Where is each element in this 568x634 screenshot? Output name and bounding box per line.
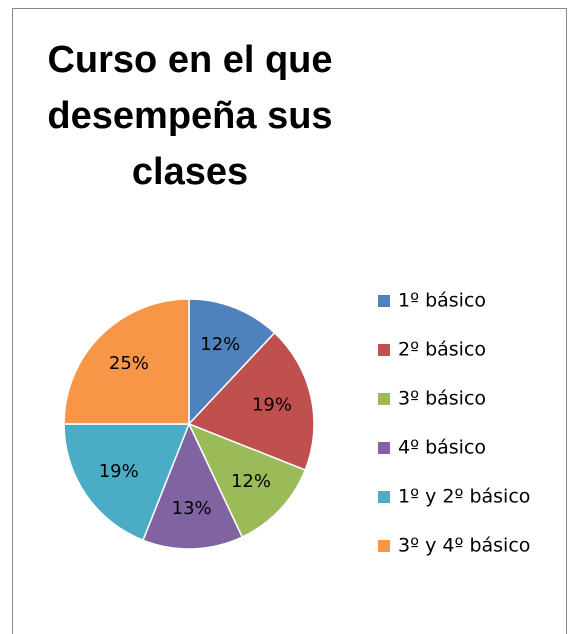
- legend-label: 4º básico: [398, 437, 486, 459]
- legend-swatch: [378, 344, 390, 356]
- data-label: 19%: [252, 394, 292, 415]
- legend-swatch: [378, 393, 390, 405]
- data-label: 19%: [99, 461, 139, 482]
- legend-swatch: [378, 540, 390, 552]
- pie-slice: [142, 422, 244, 550]
- data-label: 12%: [231, 471, 271, 492]
- legend-label: 1º y 2º básico: [398, 486, 530, 508]
- data-label: 12%: [200, 334, 240, 355]
- legend-swatch: [378, 295, 390, 307]
- data-label: 25%: [109, 353, 149, 374]
- legend-label: 3º básico: [398, 388, 486, 410]
- pie-slice: [63, 423, 191, 542]
- data-label: 13%: [172, 498, 212, 519]
- pie-slice: [187, 422, 307, 539]
- pie-slice: [63, 298, 190, 425]
- legend-label: 3º y 4º básico: [398, 535, 530, 557]
- chart-title: Curso en el que desempeña sus clases: [47, 39, 333, 193]
- legend-swatch: [378, 442, 390, 454]
- pie-slice: [188, 298, 276, 426]
- chart-frame: [12, 8, 567, 634]
- legend-swatch: [378, 491, 390, 503]
- legend-label: 2º básico: [398, 339, 486, 361]
- legend-label: 1º básico: [398, 290, 486, 312]
